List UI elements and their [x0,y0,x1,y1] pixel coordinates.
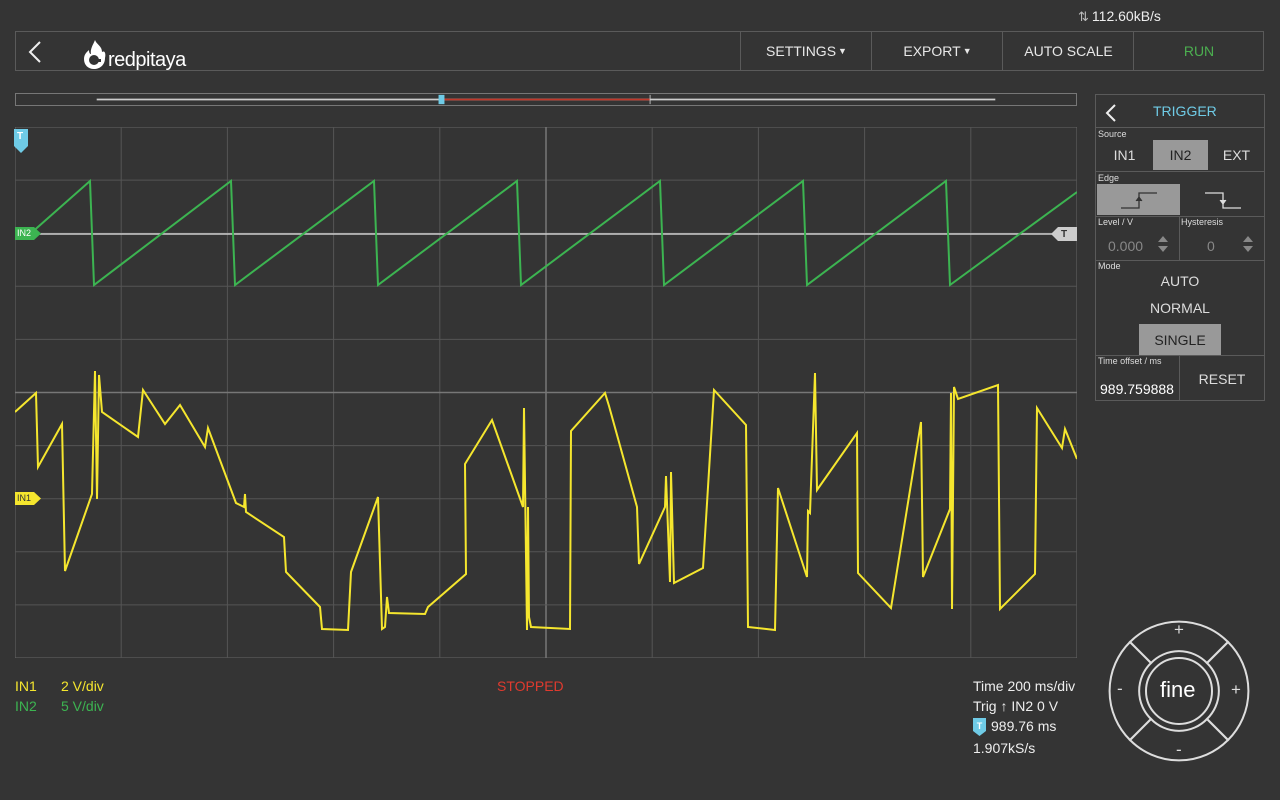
source-in2-button[interactable]: IN2 [1153,140,1208,170]
mode-label: Mode [1098,261,1121,271]
trigger-info: Trig ↑ IN2 0 V [973,698,1059,714]
oscilloscope-plot[interactable] [15,127,1077,658]
auto-scale-label: AUTO SCALE [1024,43,1113,59]
mode-auto-button[interactable]: AUTO [1139,266,1221,296]
trigger-offset-marker-icon: T [973,718,986,736]
reset-button[interactable]: RESET [1180,357,1264,400]
falling-edge-icon [1204,191,1241,209]
rising-edge-icon [1120,191,1157,209]
time-scale-info: Time 200 ms/div [973,678,1076,694]
trigger-offset-info: 989.76 ms [991,718,1057,734]
in2-scale-name[interactable]: IN2 [15,698,37,714]
back-arrow-icon[interactable] [26,40,46,66]
trigger-panel-title: TRIGGER [1153,103,1217,119]
acquisition-status: STOPPED [497,678,564,694]
pitaya-flame-icon [84,40,106,69]
source-in2-label: IN2 [1169,147,1192,163]
joystick-down-label: - [1176,740,1182,759]
trigger-level-marker[interactable] [1051,227,1077,241]
hysteresis-input[interactable]: 0 [1207,238,1215,254]
source-in1-button[interactable]: IN1 [1097,140,1152,170]
time-offset-input[interactable]: 989.759888 [1100,381,1174,397]
in1-waveform [15,370,1077,632]
in2-marker-label: IN2 [17,228,32,238]
hysteresis-label: Hysteresis [1181,217,1224,227]
level-spinner-icon[interactable] [1157,235,1169,253]
export-button[interactable]: EXPORT ▼ [871,31,1003,71]
rising-edge-button[interactable] [1097,184,1180,215]
in1-offset-marker[interactable] [15,492,41,505]
source-in1-label: IN1 [1113,147,1136,163]
sample-rate-info: 1.907kS/s [973,740,1036,756]
buffer-timeline[interactable] [15,93,1077,106]
source-label: Source [1098,129,1127,139]
run-label: RUN [1183,43,1215,59]
in2-waveform [29,178,1077,287]
transfer-rate-value: 112.60kB/s [1091,8,1161,24]
mode-single-label: SINGLE [1154,331,1206,348]
mode-single-button[interactable]: SINGLE [1139,324,1221,355]
joystick-up-label: + [1174,620,1184,639]
settings-button[interactable]: SETTINGS ▼ [740,31,872,71]
level-label: Level / V [1098,217,1134,227]
joystick-right-label: + [1231,680,1241,699]
joystick-center-button [1145,657,1213,725]
toolbar [15,31,1264,71]
trigger-level-marker-label: T [1061,229,1068,240]
caret-down-icon: ▼ [838,46,847,56]
in2-offset-marker[interactable] [15,227,41,240]
in2-scale-value: 5 V/div [61,698,104,714]
plot-grid [15,127,1077,658]
auto-scale-button[interactable]: AUTO SCALE [1002,31,1134,71]
joystick-left-label: - [1117,679,1123,698]
time-offset-label: Time offset / ms [1098,356,1162,366]
trigger-time-marker[interactable] [14,129,28,153]
transfer-rate: ⇅ 112.60kB/s [1078,8,1161,25]
fine-adjust-joystick[interactable] [1103,615,1255,767]
edge-label: Edge [1098,173,1120,183]
mode-normal-button[interactable]: NORMAL [1139,293,1221,323]
caret-down-icon: ▼ [962,46,972,56]
in1-scale-name[interactable]: IN1 [15,678,37,694]
logo-text: redpitaya [108,49,186,71]
up-down-arrows-icon: ⇅ [1078,9,1089,24]
hysteresis-spinner-icon[interactable] [1242,235,1254,253]
mode-normal-label: NORMAL [1150,300,1210,316]
level-input[interactable]: 0.000 [1108,238,1144,254]
mode-auto-label: AUTO [1160,273,1200,289]
trigger-panel: TRIGGER Source IN1 IN2 EXT Edge Level / … [1095,94,1265,401]
source-ext-label: EXT [1222,147,1251,163]
collapse-arrow-icon[interactable] [1104,103,1118,123]
joystick-left-button [1108,640,1153,742]
export-label: EXPORT [903,43,961,59]
run-button[interactable]: RUN [1133,31,1264,71]
reset-label: RESET [1198,370,1246,387]
source-ext-button[interactable]: EXT [1209,140,1264,170]
joystick-fine-label[interactable]: fine [1160,677,1196,702]
settings-label: SETTINGS [766,43,837,59]
in1-scale-value: 2 V/div [61,678,104,694]
in1-marker-label: IN1 [17,493,32,503]
trigger-time-marker-label: T [17,131,24,142]
svg-text:T: T [977,721,983,731]
falling-edge-button[interactable] [1181,184,1264,215]
timeline-trigger-marker [438,94,445,105]
